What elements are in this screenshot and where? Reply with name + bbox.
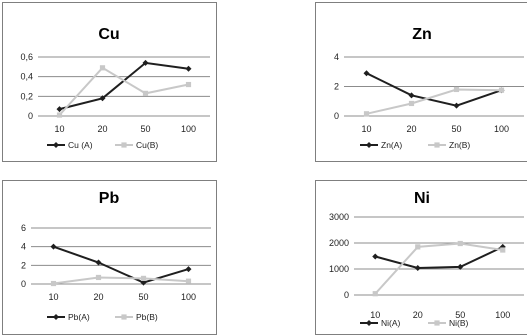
y-tick-label: 0 — [21, 279, 26, 289]
y-tick-label: 0,4 — [20, 72, 33, 82]
chart-panel-ni: Ni 0 1000 2000 3000 10 20 50 100 Ni(A) Ni(B) — [315, 180, 527, 335]
data-point — [142, 90, 149, 96]
x-tick-label: 10 — [54, 124, 64, 134]
legend-marker — [53, 314, 59, 320]
data-point — [453, 86, 460, 93]
y-tick-label: 4 — [21, 242, 26, 252]
x-tick-label: 100 — [495, 310, 510, 320]
series-line — [58, 66, 189, 116]
chart-svg-zn: Zn 0 2 4 10 20 50 100 Zn(A) Zn(B) — [334, 26, 524, 150]
x-tick-label: 10 — [48, 292, 58, 302]
legend-label: Pb(A) — [68, 312, 90, 322]
y-tick-label: 0,6 — [20, 52, 33, 62]
data-point — [372, 291, 378, 297]
chart-svg-pb: Pb 0 2 4 6 10 20 50 100 Pb(A) Pb(B) — [21, 190, 211, 322]
data-point — [140, 275, 147, 281]
x-tick-label: 20 — [97, 124, 107, 134]
series-line — [53, 276, 189, 285]
data-point — [50, 280, 57, 287]
data-point — [363, 70, 370, 77]
data-point — [408, 100, 415, 107]
x-tick-label: 20 — [413, 310, 423, 320]
series-line — [375, 245, 504, 270]
series-line — [366, 72, 502, 107]
chart-title: Zn — [412, 26, 432, 43]
y-tick-label: 1000 — [329, 264, 349, 274]
data-point — [56, 112, 63, 118]
data-point — [142, 59, 149, 66]
x-tick-label: 50 — [138, 292, 148, 302]
data-point — [457, 263, 464, 270]
data-point — [95, 274, 102, 281]
y-tick-label: 0 — [344, 290, 349, 300]
chart-title: Cu — [98, 26, 119, 43]
data-point — [414, 264, 421, 271]
data-point — [457, 240, 463, 247]
x-tick-label: 50 — [140, 124, 150, 134]
x-tick-label: 10 — [370, 310, 380, 320]
x-tick-label: 10 — [361, 124, 371, 134]
chart-svg-ni: Ni 0 1000 2000 3000 10 20 50 100 Ni(A) Ni(B) — [329, 190, 524, 328]
y-tick-label: 2 — [21, 260, 26, 270]
legend-marker — [434, 142, 440, 148]
x-tick-label: 50 — [455, 310, 465, 320]
legend-label: Cu(B) — [136, 140, 158, 150]
x-tick-label: 20 — [93, 292, 103, 302]
chart-svg-cu: Cu 0 0,2 0,4 0,6 10 20 50 100 Cu (A) Cu(B) — [20, 26, 210, 150]
legend-marker — [121, 142, 127, 148]
x-tick-label: 50 — [451, 124, 461, 134]
legend-label: Cu (A) — [68, 140, 93, 150]
legend-marker — [434, 320, 440, 326]
y-tick-label: 0 — [28, 111, 33, 121]
x-tick-label: 100 — [494, 124, 509, 134]
data-point — [185, 81, 192, 88]
data-point — [185, 278, 192, 284]
chart-panel-pb: Pb 0 2 4 6 10 20 50 100 Pb(A) Pb(B) — [2, 180, 217, 335]
legend-label: Zn(A) — [381, 140, 402, 150]
x-tick-label: 100 — [181, 124, 196, 134]
y-tick-label: 2000 — [329, 238, 349, 248]
legend-label: Ni(A) — [381, 318, 401, 328]
y-tick-label: 2 — [334, 82, 339, 92]
y-tick-label: 0,2 — [20, 91, 33, 101]
y-tick-label: 3000 — [329, 212, 349, 222]
data-point — [363, 111, 370, 117]
chart-title: Ni — [414, 190, 430, 207]
legend-marker — [121, 314, 127, 320]
legend-marker — [53, 142, 59, 148]
data-point — [56, 106, 63, 113]
data-point — [372, 253, 379, 260]
x-tick-label: 20 — [406, 124, 416, 134]
data-point — [498, 87, 505, 93]
data-point — [408, 92, 415, 99]
series-line — [59, 61, 189, 111]
y-tick-label: 0 — [334, 111, 339, 121]
data-point — [500, 247, 506, 253]
data-point — [95, 259, 102, 266]
data-point — [415, 244, 421, 250]
series-line — [53, 245, 189, 284]
data-point — [50, 243, 57, 250]
data-point — [99, 95, 106, 102]
y-tick-label: 4 — [334, 52, 339, 62]
chart-panel-cu: Cu 0 0,2 0,4 0,6 10 20 50 100 Cu (A) Cu(B) — [2, 2, 217, 162]
data-point — [185, 65, 192, 72]
data-point — [99, 65, 106, 71]
legend-label: Ni(B) — [449, 318, 469, 328]
series-line — [374, 242, 503, 295]
y-tick-label: 6 — [21, 223, 26, 233]
x-tick-label: 100 — [181, 292, 196, 302]
data-point — [453, 102, 460, 109]
data-point — [185, 266, 192, 273]
legend-label: Zn(B) — [449, 140, 470, 150]
data-point — [140, 279, 147, 286]
legend-label: Pb(B) — [136, 312, 158, 322]
legend-marker — [366, 142, 372, 148]
legend-marker — [366, 320, 372, 326]
series-line — [366, 88, 502, 115]
chart-panel-zn: Zn 0 2 4 10 20 50 100 Zn(A) Zn(B) — [315, 2, 527, 162]
chart-title: Pb — [99, 190, 120, 207]
